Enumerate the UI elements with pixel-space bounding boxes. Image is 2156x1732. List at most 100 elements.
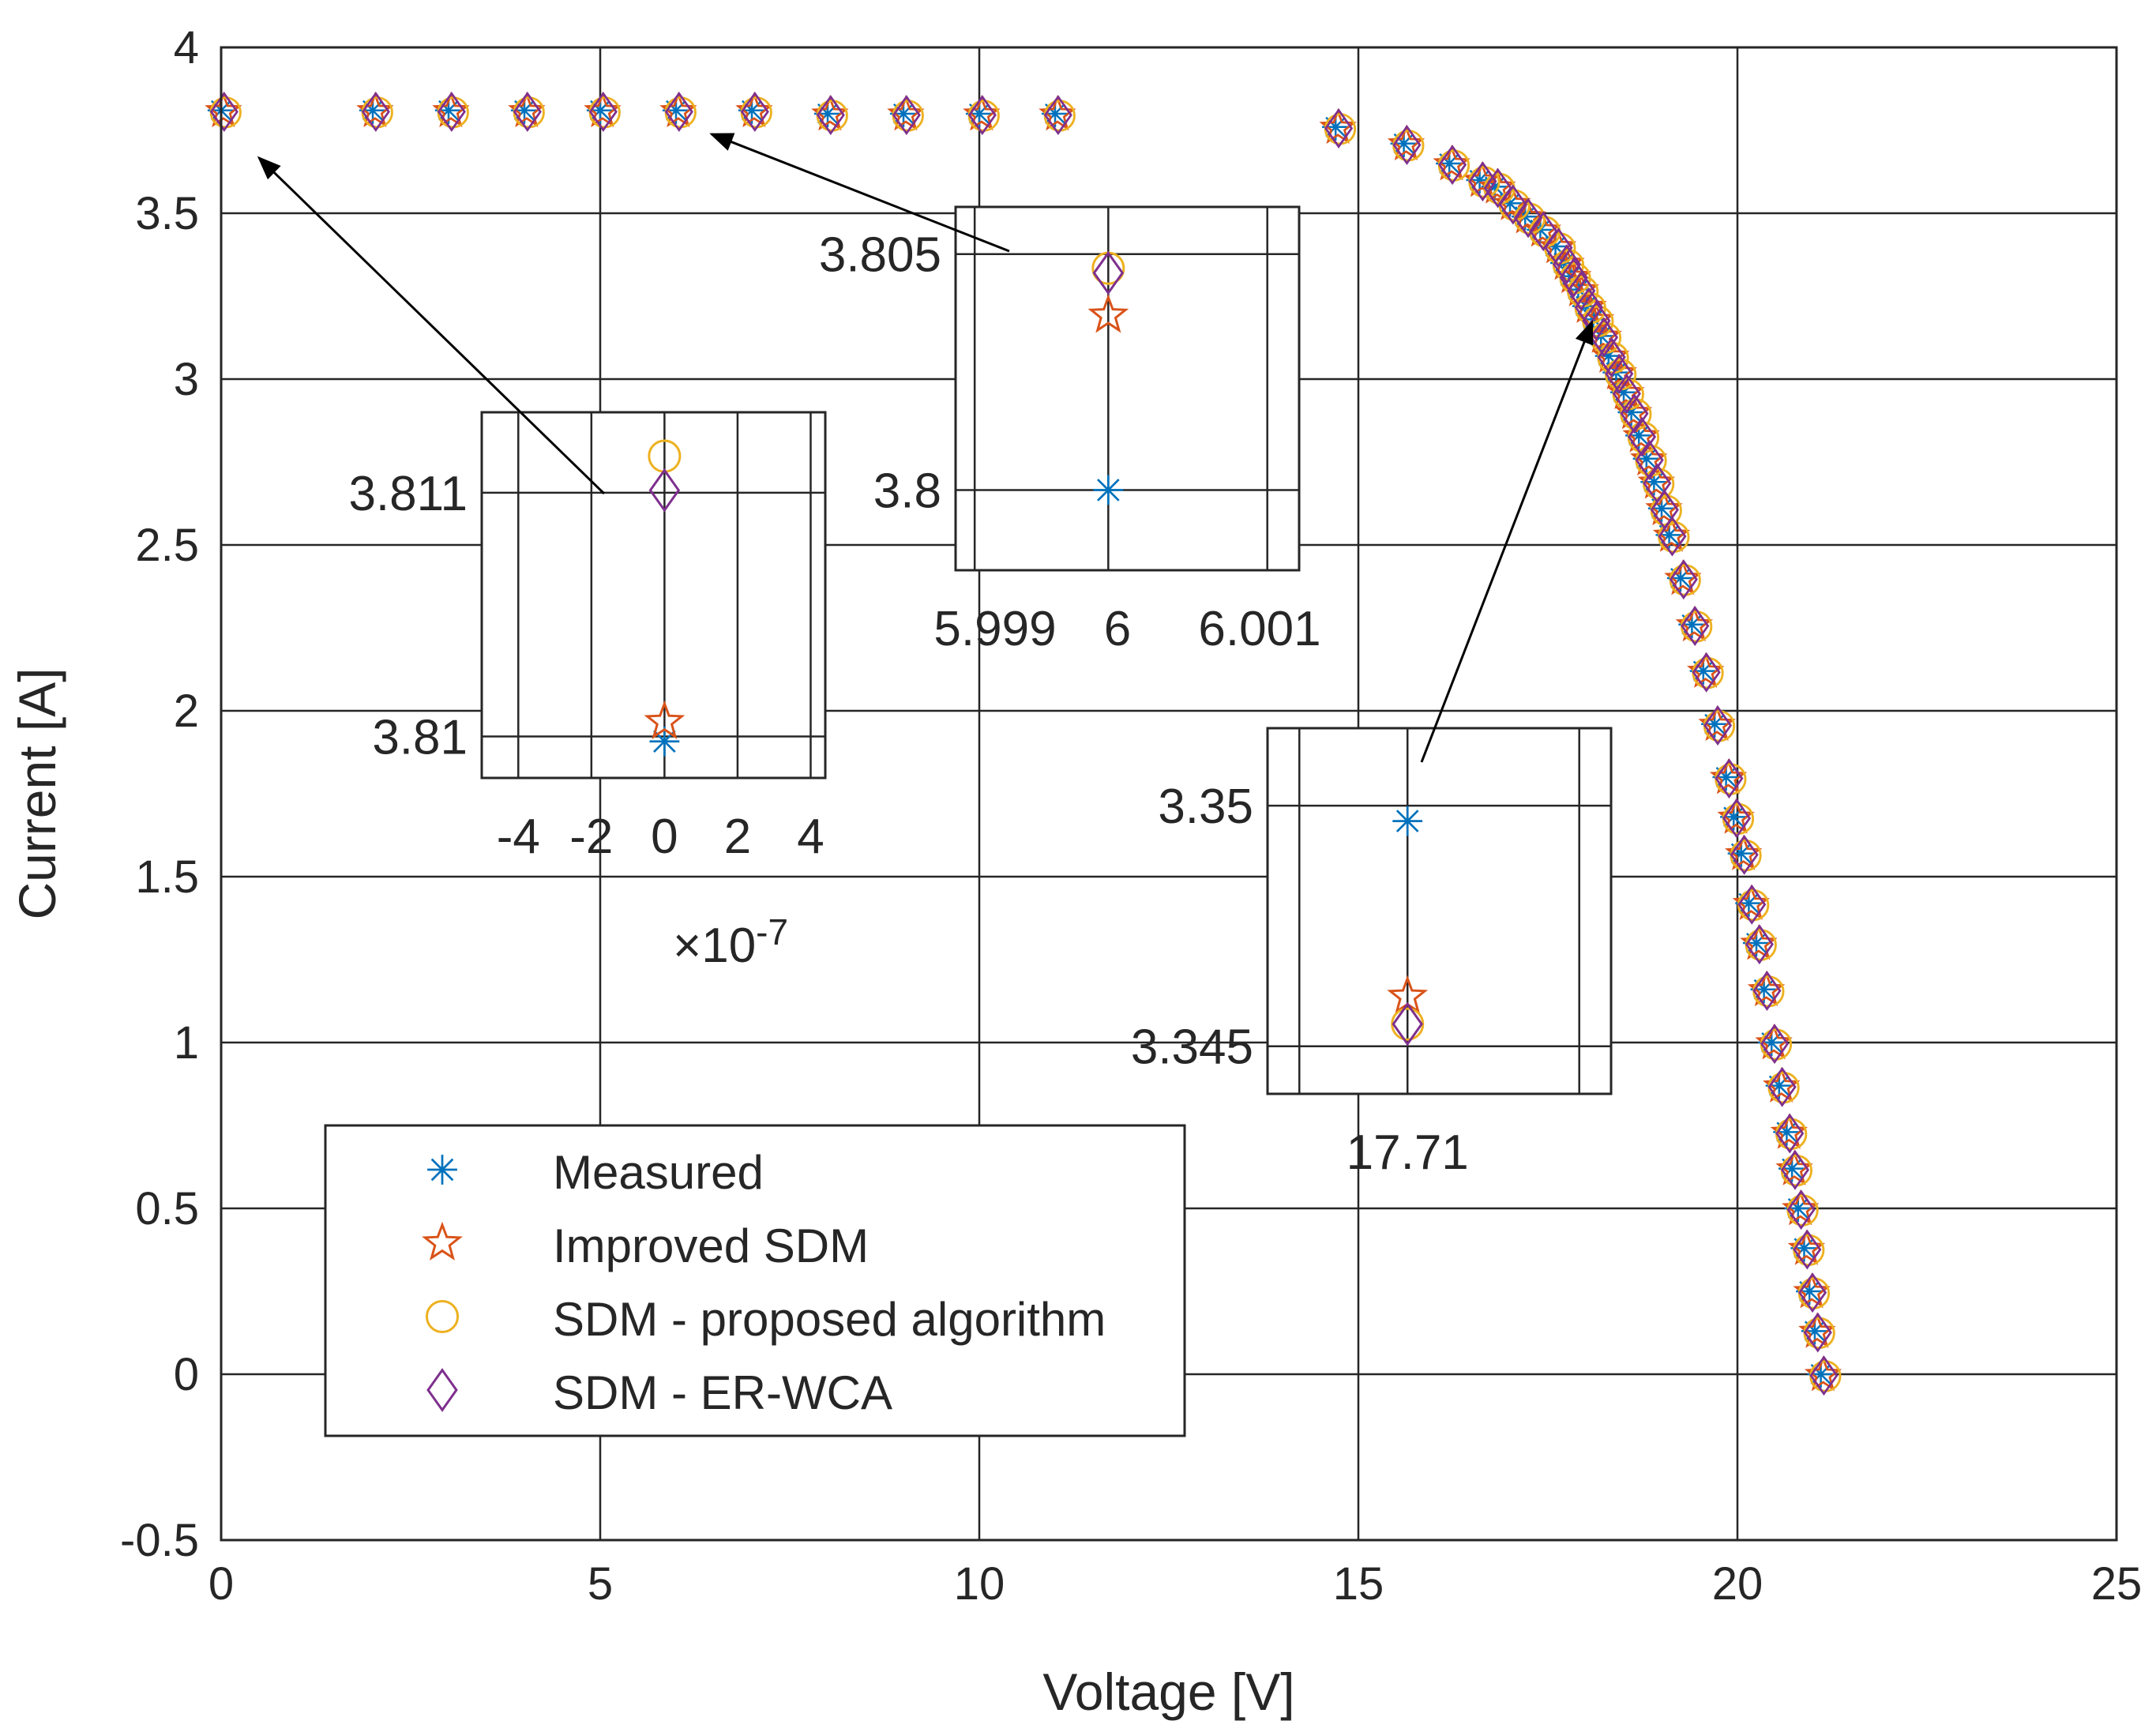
legend-label-erwca: SDM - ER-WCA bbox=[553, 1366, 892, 1419]
data-point-erwca bbox=[1793, 1229, 1822, 1270]
inset-zoom-near-six: 5.999 6 6.001 3.8 3.805 bbox=[819, 205, 1321, 656]
y-tick-label: 2.5 bbox=[135, 520, 199, 571]
x-axis-label: Voltage [V] bbox=[1042, 1662, 1294, 1721]
y-axis-label: Current [A] bbox=[8, 667, 66, 919]
inset3-points bbox=[1387, 806, 1429, 1046]
data-point-erwca bbox=[1468, 161, 1497, 202]
inset-x-tick-label: 2 bbox=[724, 810, 751, 864]
legend-label-proposed: SDM - proposed algorithm bbox=[553, 1293, 1106, 1346]
data-point-erwca bbox=[816, 95, 845, 136]
inset3-y-tick-labels: 3.345 3.35 bbox=[1131, 780, 1253, 1075]
inset2-frame bbox=[954, 205, 1301, 572]
legend-label-measured: Measured bbox=[553, 1146, 764, 1199]
y-tick-label: 1 bbox=[174, 1017, 199, 1069]
y-tick-label: 3 bbox=[174, 354, 199, 405]
inset-zoom-knee: 17.71 3.345 3.35 bbox=[1131, 727, 1613, 1180]
data-point-erwca bbox=[1620, 393, 1649, 434]
y-tick-label: 2 bbox=[174, 686, 199, 737]
legend-label-improved: Improved SDM bbox=[553, 1219, 869, 1272]
data-point-erwca bbox=[513, 92, 542, 132]
inset-y-tick-label: 3.35 bbox=[1158, 780, 1253, 834]
inset2-x-tick-labels: 5.999 6 6.001 bbox=[933, 602, 1320, 656]
data-point-erwca bbox=[1715, 758, 1744, 799]
data-point-erwca bbox=[1780, 1149, 1810, 1190]
legend-marker-proposed bbox=[425, 1299, 460, 1334]
data-point-erwca bbox=[967, 95, 997, 136]
data-point-erwca bbox=[1737, 884, 1767, 925]
inset3-grid bbox=[1268, 728, 1611, 1094]
x-tick-label: 20 bbox=[1712, 1558, 1763, 1610]
inset3-border bbox=[1266, 727, 1613, 1095]
inset-x-tick-label: 6 bbox=[1104, 602, 1131, 656]
legend-marker-measured bbox=[427, 1155, 457, 1185]
y-tick-labels: -0.5 0 0.5 1 1.5 2 2.5 3 3.5 4 bbox=[120, 22, 199, 1566]
data-point-erwca bbox=[1559, 257, 1588, 298]
arrow-inset2-to-curve bbox=[709, 133, 1010, 253]
data-point-erwca bbox=[1760, 1024, 1790, 1065]
data-point-erwca bbox=[1752, 971, 1782, 1011]
inset-x-tick-label: -4 bbox=[497, 810, 540, 864]
inset-point-erwca bbox=[648, 468, 681, 513]
legend-items: Measured Improved SDM SDM - proposed algor… bbox=[422, 1146, 1106, 1419]
data-point-erwca bbox=[664, 92, 693, 132]
inset1-exponent-label: ×10-7 bbox=[673, 911, 788, 973]
inset-y-tick-label: 3.805 bbox=[819, 228, 941, 283]
data-point-erwca bbox=[1703, 705, 1733, 746]
data-point-erwca bbox=[1627, 416, 1657, 457]
inset-y-tick-label: 3.81 bbox=[372, 711, 468, 765]
y-tick-label: -0.5 bbox=[120, 1515, 199, 1566]
data-point-erwca bbox=[1681, 606, 1710, 646]
data-point-erwca bbox=[1552, 244, 1582, 285]
data-point-erwca bbox=[1786, 1189, 1816, 1230]
data-point-erwca bbox=[209, 92, 239, 132]
data-point-erwca bbox=[361, 92, 390, 132]
zoom-arrows bbox=[257, 133, 1594, 763]
y-tick-label: 0.5 bbox=[135, 1183, 199, 1234]
inset1-points bbox=[644, 439, 685, 757]
inset-point-improved bbox=[644, 700, 685, 740]
inset-x-tick-label: 17.71 bbox=[1347, 1125, 1469, 1180]
data-point-erwca bbox=[1730, 834, 1759, 875]
data-point-erwca bbox=[1483, 167, 1512, 209]
inset-point-measured bbox=[1093, 475, 1124, 505]
main-axes-frame bbox=[220, 46, 2118, 1542]
data-point-erwca bbox=[1392, 125, 1422, 165]
y-tick-label: 0 bbox=[174, 1349, 199, 1400]
inset-y-tick-label: 3.811 bbox=[348, 467, 468, 521]
data-point-erwca bbox=[1692, 652, 1721, 693]
inset2-border bbox=[954, 205, 1301, 572]
data-point-erwca bbox=[1597, 336, 1626, 378]
data-point-erwca bbox=[1589, 317, 1619, 358]
inset2-points bbox=[1087, 250, 1129, 505]
inset-point-erwca bbox=[1392, 1001, 1423, 1046]
inset1-y-tick-labels: 3.81 3.811 bbox=[348, 467, 468, 765]
inset-x-tick-label: 0 bbox=[651, 810, 678, 864]
data-point-erwca bbox=[1043, 95, 1072, 136]
data-point-erwca bbox=[1544, 227, 1573, 269]
data-point-erwca bbox=[1612, 374, 1641, 414]
arrow-inset3-to-curve bbox=[1420, 320, 1594, 763]
inset2-grid bbox=[956, 207, 1299, 570]
data-point-erwca bbox=[1797, 1272, 1827, 1313]
data-point-erwca bbox=[588, 92, 618, 132]
data-point-erwca bbox=[1498, 184, 1527, 225]
y-tick-label: 4 bbox=[174, 22, 199, 73]
data-point-erwca bbox=[1567, 270, 1596, 311]
data-point-erwca bbox=[1658, 516, 1687, 557]
legend-box bbox=[324, 1124, 1186, 1437]
inset-y-tick-label: 3.8 bbox=[873, 464, 941, 518]
inset-x-tick-label: 5.999 bbox=[933, 602, 1056, 656]
inset3-frame bbox=[1266, 727, 1613, 1095]
data-point-erwca bbox=[892, 95, 921, 136]
data-point-erwca bbox=[1605, 353, 1634, 394]
x-tick-label: 10 bbox=[954, 1558, 1005, 1610]
y-tick-label: 3.5 bbox=[135, 188, 199, 239]
inset1-grid bbox=[482, 412, 825, 778]
data-point-erwca bbox=[1745, 924, 1774, 965]
legend-marker-improved bbox=[422, 1221, 463, 1261]
legend-marker-erwca bbox=[426, 1368, 458, 1412]
arrow-inset1-to-curve bbox=[257, 156, 606, 495]
data-point-erwca bbox=[1775, 1113, 1805, 1154]
data-point-erwca bbox=[1767, 1066, 1797, 1107]
